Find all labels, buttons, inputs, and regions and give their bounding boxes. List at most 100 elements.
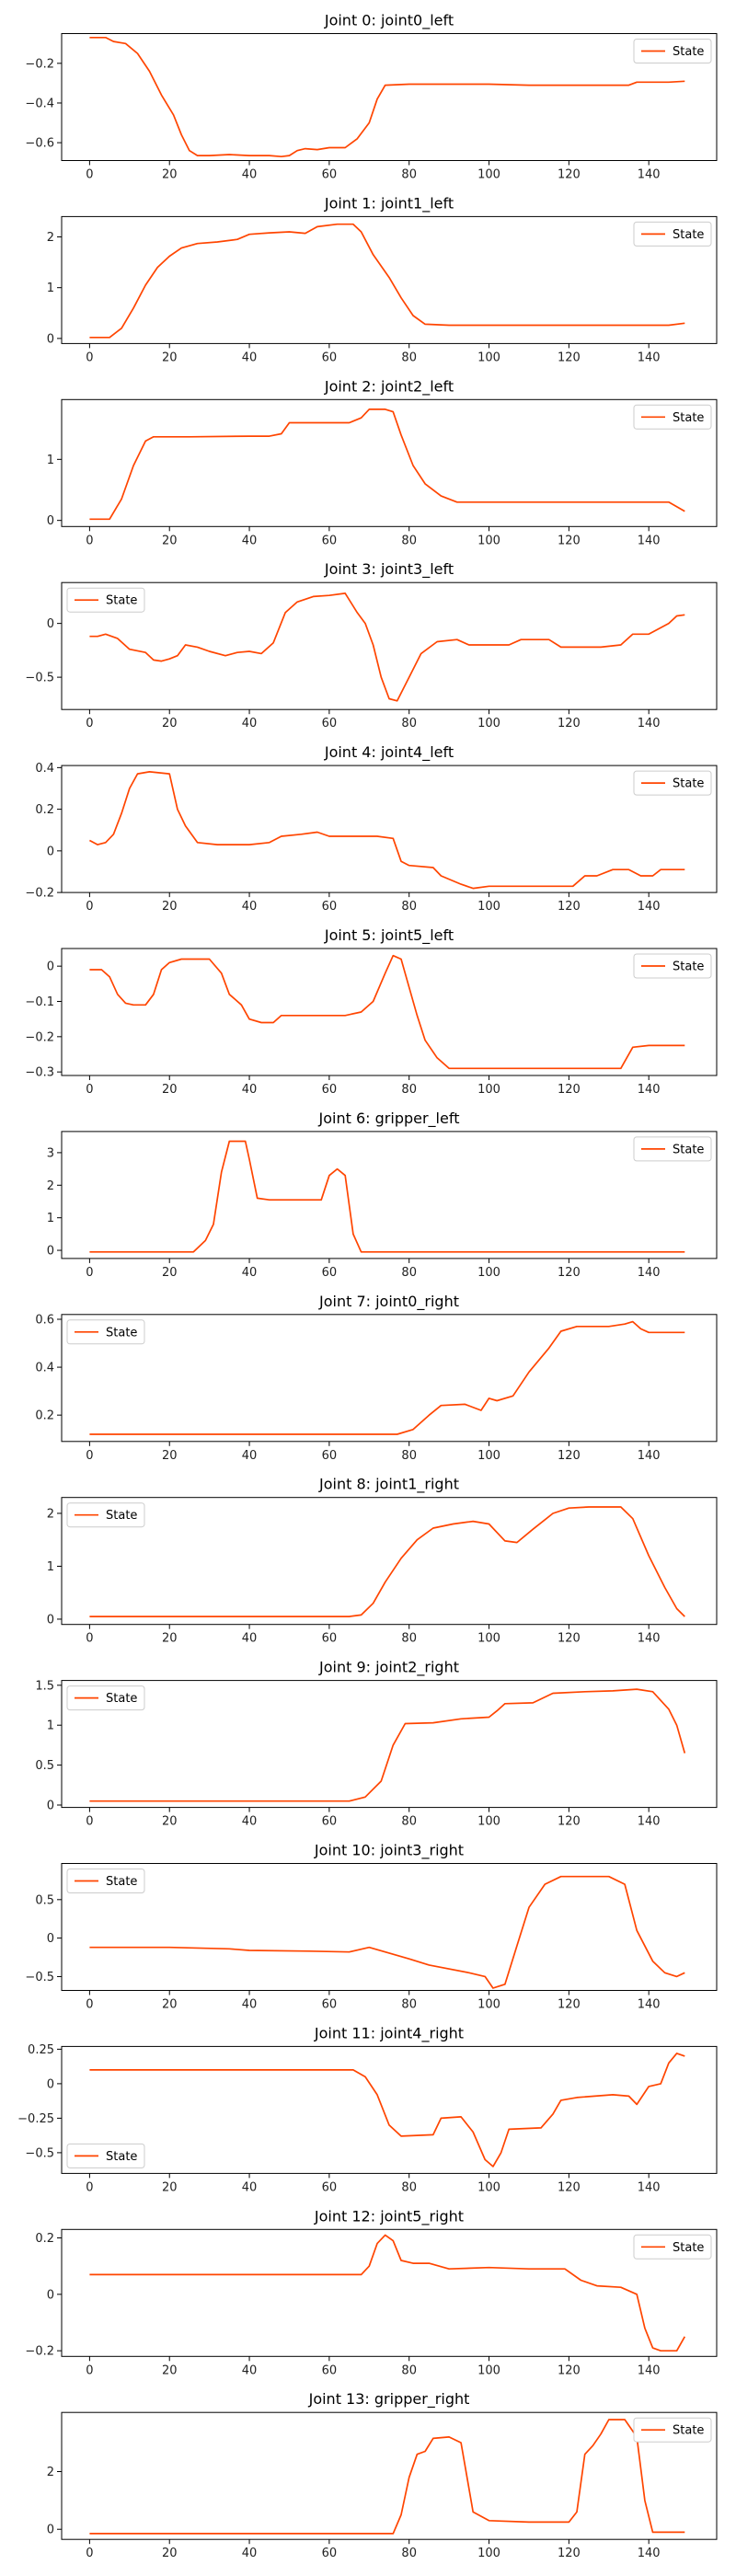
x-tick-label: 100 — [477, 1083, 500, 1097]
legend-label: State — [673, 777, 704, 791]
legend: State — [633, 2417, 712, 2443]
x-tick-label: 40 — [242, 1083, 258, 1097]
chart-title: Joint 4: joint4_left — [324, 743, 454, 762]
y-tick-label: −0.4 — [25, 97, 54, 110]
legend: State — [66, 2143, 145, 2168]
y-tick-label: −0.2 — [25, 887, 54, 901]
series-line-state — [89, 771, 685, 890]
x-tick-label: 20 — [162, 1815, 178, 1829]
legend-box — [633, 221, 712, 247]
chart-title: Joint 8: joint1_right — [318, 1476, 459, 1494]
y-tick-label: 0 — [47, 1245, 54, 1259]
x-tick-label: 60 — [322, 534, 338, 547]
x-tick-label: 140 — [638, 1083, 661, 1097]
y-tick-label: 0.2 — [35, 1409, 54, 1423]
legend-label: State — [106, 1509, 137, 1523]
x-tick-label: 60 — [322, 1266, 338, 1280]
chart-11: Joint 11: joint4_right 0 20 40 60 80 100 120 140… — [17, 2024, 718, 2194]
chart-title: Joint 13: gripper_right — [308, 2390, 470, 2409]
x-tick-label: 100 — [477, 168, 500, 182]
chart-9: Joint 9: joint2_right 0 20 40 60 80 100 120 140 0… — [35, 1659, 718, 1829]
y-tick-label: 0 — [47, 960, 54, 974]
x-tick-label: 60 — [322, 1449, 338, 1463]
x-tick-label: 60 — [322, 1083, 338, 1097]
legend-label: State — [106, 1692, 137, 1706]
x-tick-label: 80 — [401, 2363, 417, 2377]
legend-box — [633, 2234, 712, 2260]
x-tick-label: 0 — [86, 717, 93, 730]
y-tick-label: 0 — [47, 1799, 54, 1812]
x-tick-label: 0 — [86, 1449, 93, 1463]
x-tick-label: 140 — [638, 1266, 661, 1280]
x-tick-label: 120 — [558, 2547, 581, 2560]
legend-box — [66, 1869, 145, 1893]
legend-box — [66, 1319, 145, 1345]
x-tick-label: 140 — [638, 534, 661, 547]
x-tick-label: 120 — [558, 717, 581, 730]
axes-frame — [61, 2045, 718, 2174]
x-tick-label: 20 — [162, 717, 178, 730]
x-tick-label: 40 — [242, 1449, 258, 1463]
x-tick-label: 80 — [401, 534, 417, 547]
legend: State — [633, 404, 712, 430]
series-line-state — [89, 954, 685, 1070]
x-tick-label: 100 — [477, 2547, 500, 2560]
x-tick-label: 140 — [638, 2363, 661, 2377]
axes-frame — [61, 1680, 718, 1809]
x-tick-label: 120 — [558, 1815, 581, 1829]
y-tick-label: 0.4 — [35, 1362, 54, 1375]
x-tick-label: 40 — [242, 1998, 258, 2012]
legend: State — [633, 2234, 712, 2260]
axes-frame — [61, 2228, 718, 2357]
x-tick-label: 140 — [638, 2180, 661, 2194]
series-line-state — [89, 1140, 685, 1253]
axes-frame — [61, 2411, 718, 2540]
legend-label: State — [673, 228, 704, 242]
y-tick-label: 0 — [47, 617, 54, 631]
chart-10: Joint 10: joint3_right 0 20 40 60 80 100 120 140… — [25, 1842, 718, 2012]
legend-box — [633, 404, 712, 430]
x-tick-label: 80 — [401, 1632, 417, 1646]
x-tick-label: 20 — [162, 2180, 178, 2194]
legend-box — [66, 1685, 145, 1711]
legend: State — [66, 1869, 145, 1893]
x-tick-label: 120 — [558, 351, 581, 364]
x-tick-label: 20 — [162, 1449, 178, 1463]
x-tick-label: 60 — [322, 2180, 338, 2194]
x-tick-label: 0 — [86, 2363, 93, 2377]
chart-title: Joint 7: joint0_right — [318, 1293, 459, 1311]
y-tick-label: 1.5 — [35, 1679, 54, 1693]
x-tick-label: 40 — [242, 900, 258, 914]
x-tick-label: 60 — [322, 168, 338, 182]
x-tick-label: 80 — [401, 2180, 417, 2194]
y-tick-label: 2 — [47, 1179, 54, 1193]
chart-12: Joint 12: joint5_right 0 20 40 60 80 100 120 140… — [25, 2207, 718, 2377]
series-line-state — [89, 1688, 686, 1802]
series-line-state — [89, 592, 685, 702]
x-tick-label: 120 — [558, 1998, 581, 2012]
x-tick-label: 120 — [558, 534, 581, 547]
chart-title: Joint 5: joint5_left — [324, 926, 454, 945]
y-tick-label: −0.6 — [25, 137, 54, 151]
x-tick-label: 80 — [401, 1815, 417, 1829]
x-tick-label: 40 — [242, 1632, 258, 1646]
x-tick-label: 80 — [401, 1266, 417, 1280]
x-tick-label: 140 — [638, 2547, 661, 2560]
legend-label: State — [106, 1326, 137, 1340]
y-tick-label: 0 — [47, 2524, 54, 2537]
x-tick-label: 120 — [558, 900, 581, 914]
y-tick-label: −0.2 — [25, 57, 54, 71]
x-tick-label: 120 — [558, 2363, 581, 2377]
y-tick-label: 0 — [47, 2288, 54, 2302]
y-tick-label: −0.2 — [25, 2345, 54, 2359]
series-line-state — [89, 223, 685, 339]
x-tick-label: 100 — [477, 1998, 500, 2012]
chart-title: Joint 11: joint4_right — [314, 2024, 464, 2042]
x-tick-label: 40 — [242, 168, 258, 182]
legend-box — [633, 2417, 712, 2443]
x-tick-label: 60 — [322, 351, 338, 364]
chart-5: Joint 5: joint5_left 0 20 40 60 80 100 120 140 −0… — [25, 926, 718, 1097]
x-tick-label: 80 — [401, 900, 417, 914]
